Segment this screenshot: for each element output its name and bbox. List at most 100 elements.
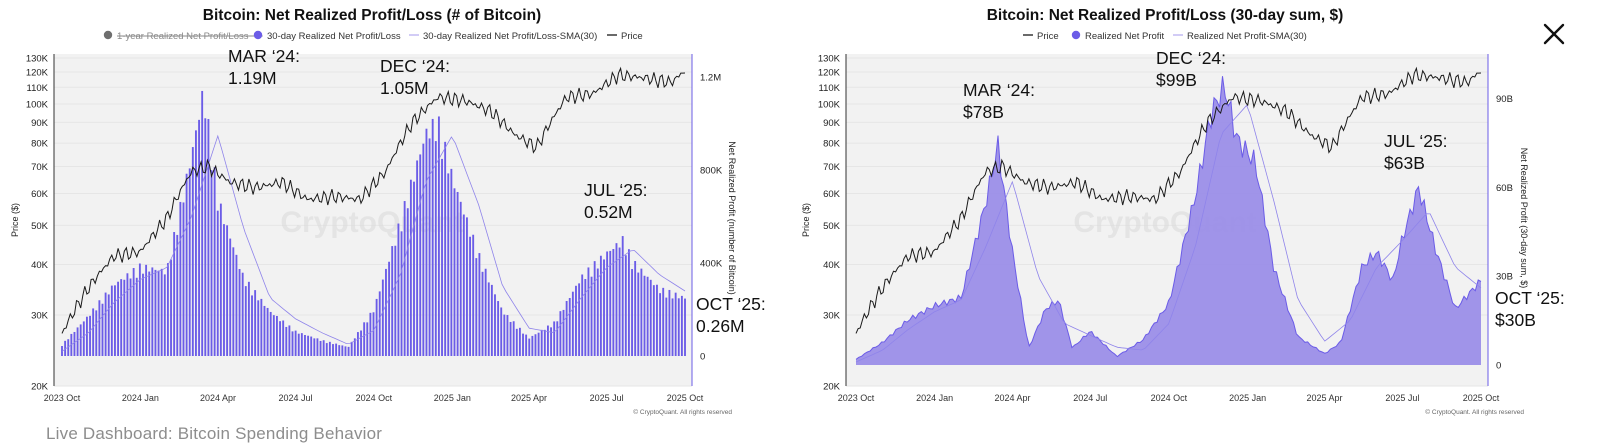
annotation-value: 1.19M <box>228 68 277 88</box>
profit-bar <box>596 268 599 356</box>
profit-bar <box>325 343 328 356</box>
legend-label: Price <box>621 31 643 42</box>
legend-item[interactable]: Realized Net Profit <box>1071 30 1165 42</box>
profit-bar <box>381 279 384 356</box>
profit-bar <box>531 335 534 356</box>
annotation: MAR ‘24:1.19M <box>228 46 300 88</box>
left-tick-label: 110K <box>819 83 841 94</box>
profit-bar <box>624 255 627 356</box>
profit-bar <box>272 315 275 356</box>
annotation-value: $30B <box>1495 310 1536 330</box>
profit-bar <box>615 243 618 356</box>
profit-bar <box>120 279 123 356</box>
profit-bar <box>85 316 88 356</box>
price-line <box>855 66 1482 334</box>
left-tick-label: 80K <box>823 139 841 150</box>
right-tick-label: 800K <box>700 166 723 177</box>
legend-item[interactable]: Price <box>1023 31 1059 42</box>
profit-bar <box>104 292 107 356</box>
legend-dot-icon <box>103 30 113 40</box>
profit-bar <box>456 191 459 356</box>
profit-bar <box>627 249 630 356</box>
profit-bar <box>210 170 213 356</box>
profit-bar <box>662 287 665 356</box>
profit-bar <box>646 276 649 356</box>
left-tick-label: 30K <box>31 310 49 321</box>
sma-line <box>61 134 686 352</box>
legend-dot-icon <box>1071 30 1081 40</box>
profit-bar <box>238 269 241 356</box>
profit-bar <box>213 167 216 356</box>
profit-bar <box>154 269 157 356</box>
right-tick-label: 0 <box>700 352 705 363</box>
profit-bar <box>235 254 238 356</box>
profit-bar <box>413 181 415 356</box>
legend-item[interactable]: Price <box>607 31 643 42</box>
legend-label: Realized Net Profit-SMA(30) <box>1187 31 1307 42</box>
profit-bar <box>656 284 658 356</box>
profit-bar <box>575 285 577 356</box>
left-tick-label: 90K <box>823 118 841 129</box>
left-tick-label: 20K <box>823 382 841 393</box>
profit-bar <box>568 297 571 356</box>
profit-bar <box>671 298 674 356</box>
legend-item[interactable]: 30-day Realized Net Profit/Loss-SMA(30) <box>409 31 597 42</box>
right-axis-title: Net Realized Profit (number of Bitcoin) <box>727 141 737 295</box>
profit-bar <box>562 309 565 356</box>
profit-bar <box>173 232 176 356</box>
footer-caption: Live Dashboard: Bitcoin Spending Behavio… <box>46 424 383 443</box>
profit-bar <box>528 338 531 356</box>
profit-bar <box>294 330 297 356</box>
annotation: DEC ‘24:$99B <box>1156 48 1226 90</box>
profit-area <box>856 76 1481 365</box>
profit-bar <box>117 281 120 356</box>
annotation-value: $99B <box>1156 70 1197 90</box>
profit-bar <box>157 270 160 356</box>
profit-bar <box>578 283 581 356</box>
annotation: JUL ‘25:$63B <box>1384 131 1448 173</box>
profit-bar <box>469 236 471 356</box>
annotation-label: DEC ‘24: <box>380 56 450 76</box>
profit-bar <box>487 282 490 356</box>
legend-item[interactable]: 30-day Realized Net Profit/Loss <box>253 30 401 42</box>
profit-bar <box>677 298 680 356</box>
profit-bar <box>132 268 135 356</box>
profit-bar <box>475 258 478 356</box>
legend-item[interactable]: 1-year Realized Net Profit/Loss <box>103 30 263 42</box>
profit-bar <box>606 251 609 356</box>
profit-bar <box>92 308 95 356</box>
profit-bar <box>400 231 403 356</box>
annotation-value: 1.05M <box>380 78 429 98</box>
left-tick-label: 130K <box>26 54 49 65</box>
close-icon[interactable] <box>1540 20 1568 48</box>
left-tick-label: 60K <box>31 189 49 200</box>
profit-bar <box>518 327 521 356</box>
profit-bar <box>304 334 306 356</box>
profit-bar <box>494 294 496 356</box>
left-tick-label: 40K <box>823 260 841 271</box>
profit-bar <box>282 320 285 356</box>
profit-bar <box>332 344 334 356</box>
annotation: OCT ‘25:$30B <box>1495 288 1565 330</box>
profit-bar <box>73 331 76 356</box>
x-tick-label: 2025 Jan <box>1229 393 1266 403</box>
profit-bar <box>372 312 375 356</box>
close-button[interactable] <box>1540 20 1568 48</box>
profit-bar <box>223 224 225 356</box>
annotation-value: $63B <box>1384 153 1425 173</box>
profit-bar <box>556 321 559 356</box>
profit-bar <box>453 188 456 356</box>
left-axis-title: Price ($) <box>10 203 20 237</box>
profit-bar <box>188 168 191 356</box>
profit-bar <box>665 297 668 356</box>
legend-item[interactable]: Realized Net Profit-SMA(30) <box>1173 31 1307 42</box>
profit-bar <box>490 284 493 356</box>
profit-bar <box>612 249 615 356</box>
left-axis-title: Price ($) <box>801 203 811 237</box>
profit-bar <box>497 301 500 356</box>
profit-bar <box>67 339 70 356</box>
profit-bar <box>416 160 419 356</box>
profit-bar <box>244 286 247 356</box>
profit-bar <box>229 238 232 356</box>
profit-bar <box>166 263 169 356</box>
